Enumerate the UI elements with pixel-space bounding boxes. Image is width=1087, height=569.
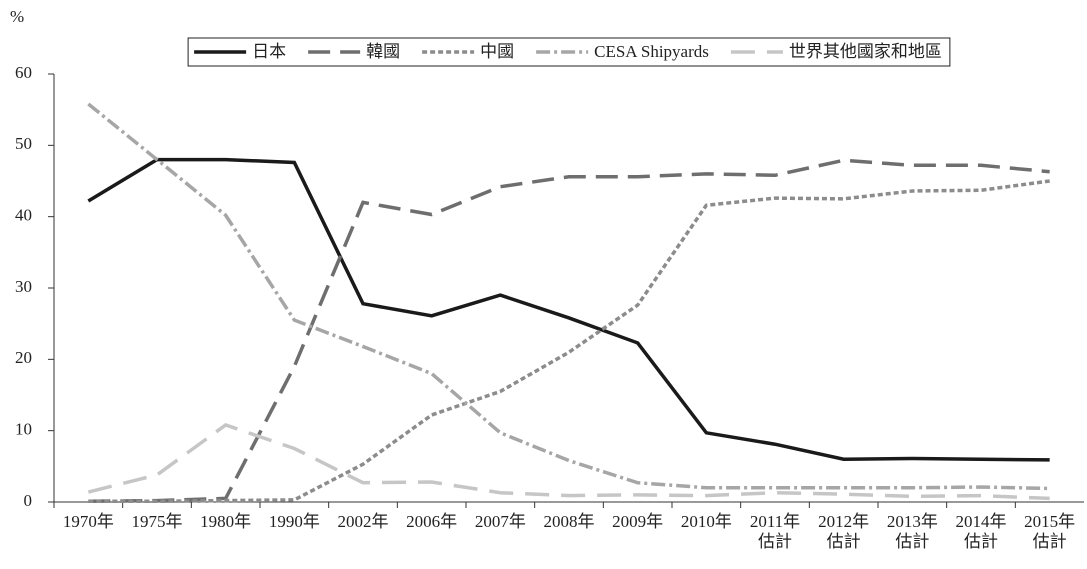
x-tick-label: 2014年 估計 <box>955 512 1007 551</box>
y-tick-label: 10 <box>15 420 32 439</box>
legend-label: CESA Shipyards <box>594 42 709 61</box>
x-tick-label: 2010年 <box>680 512 732 531</box>
y-tick-label: 60 <box>15 63 32 82</box>
x-tick-label: 2006年 <box>406 512 458 531</box>
series-line <box>88 179 1050 504</box>
legend-label: 中國 <box>480 42 514 61</box>
series-line <box>87 102 1050 491</box>
series-line <box>87 423 1050 501</box>
y-tick-label: 20 <box>15 348 32 367</box>
legend-label: 韓國 <box>366 42 400 61</box>
y-tick-label: 40 <box>15 206 32 225</box>
y-tick-label: 0 <box>24 491 33 510</box>
x-tick-label: 2015年 估計 <box>1024 512 1076 551</box>
x-tick-label: 2013年 估計 <box>886 512 938 551</box>
x-tick-label: 1980年 <box>200 512 252 531</box>
y-axis-label: % <box>10 7 24 26</box>
x-tick-label: 1975年 <box>131 512 183 531</box>
x-tick-label: 2009年 <box>612 512 664 531</box>
x-tick-label: 1990年 <box>268 512 320 531</box>
series-line <box>88 158 1050 504</box>
x-tick-label: 2012年 估計 <box>818 512 870 551</box>
x-tick-label: 2007年 <box>474 512 526 531</box>
y-tick-label: 50 <box>15 134 32 153</box>
x-tick-label: 2002年 <box>337 512 389 531</box>
x-tick-label: 1970年 <box>62 512 114 531</box>
series-line <box>87 157 1050 462</box>
legend-label: 世界其他國家和地區 <box>789 42 942 61</box>
x-tick-label: 2011年 估計 <box>749 512 801 551</box>
x-tick-label: 2008年 <box>543 512 595 531</box>
y-tick-label: 30 <box>15 277 32 296</box>
legend-label: 日本 <box>252 42 286 61</box>
